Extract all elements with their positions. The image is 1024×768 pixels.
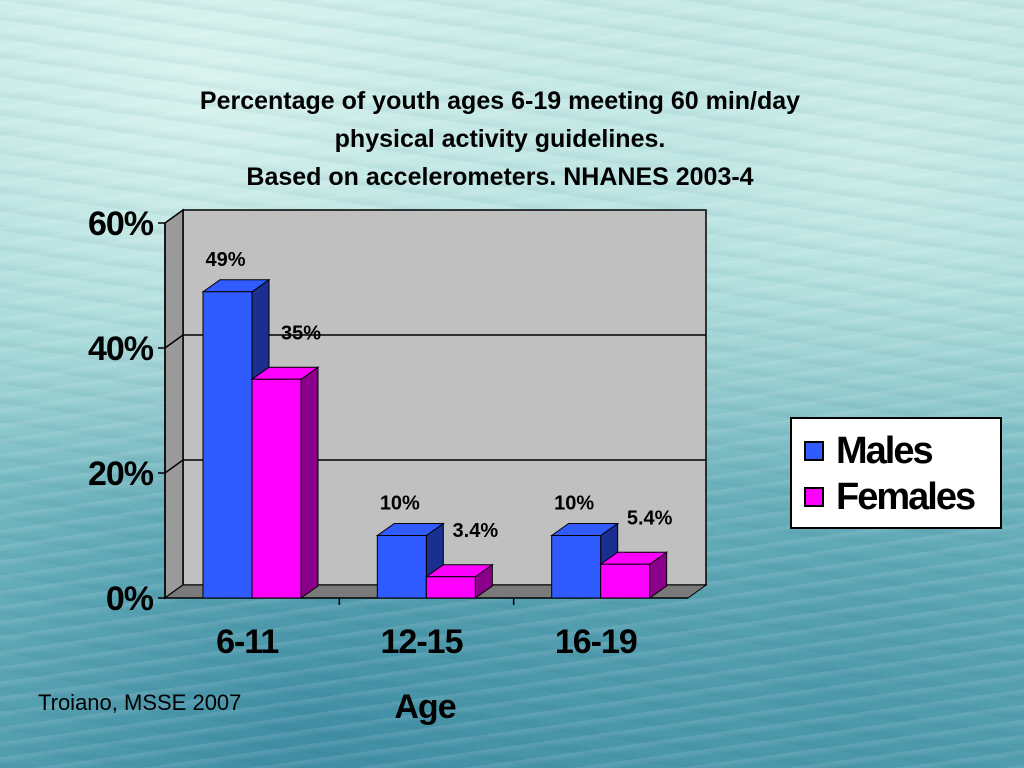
legend-item-males: Males [804,429,934,472]
bar-males [551,535,602,599]
y-tick-label: 20% [88,455,154,493]
title-line-2: physical activity guidelines. [334,125,666,153]
bar-females [425,576,476,599]
data-label-females: 5.4% [627,507,673,529]
legend-swatch-females [804,487,824,507]
x-axis-title: Age [394,688,455,726]
legend: Males Females [790,417,1002,529]
data-label-males: 49% [205,249,245,271]
x-tick-label: 6-11 [216,623,278,661]
source-citation: Troiano, MSSE 2007 [38,690,242,715]
y-tick-label: 60% [88,205,154,243]
title-line-1: Percentage of youth ages 6-19 meeting 60… [199,87,801,115]
x-tick-label: 16-19 [555,623,637,661]
data-label-males: 10% [380,493,420,515]
bar-side-females [300,366,319,599]
gridline-side [164,459,184,474]
plot-side-wall [164,208,184,600]
gridline-side [164,334,184,349]
data-label-males: 10% [554,493,594,515]
y-tick-label: 40% [88,330,154,368]
title-line-3: Based on accelerometers. NHANES 2003-4 [246,163,754,191]
legend-label-females: Females [836,475,976,518]
data-label-females: 3.4% [453,520,499,542]
bar-females [251,378,302,599]
data-label-females: 35% [281,322,321,344]
x-tick-label: 12-15 [381,623,463,661]
y-tick-label: 0% [106,580,154,618]
bar-males [376,535,427,599]
bar-females [600,563,651,599]
legend-label-males: Males [836,429,934,472]
legend-swatch-males [804,441,824,461]
chart-title: Percentage of youth ages 6-19 meeting 60… [0,82,1000,196]
legend-item-females: Females [804,475,976,518]
bar-males [202,291,253,599]
